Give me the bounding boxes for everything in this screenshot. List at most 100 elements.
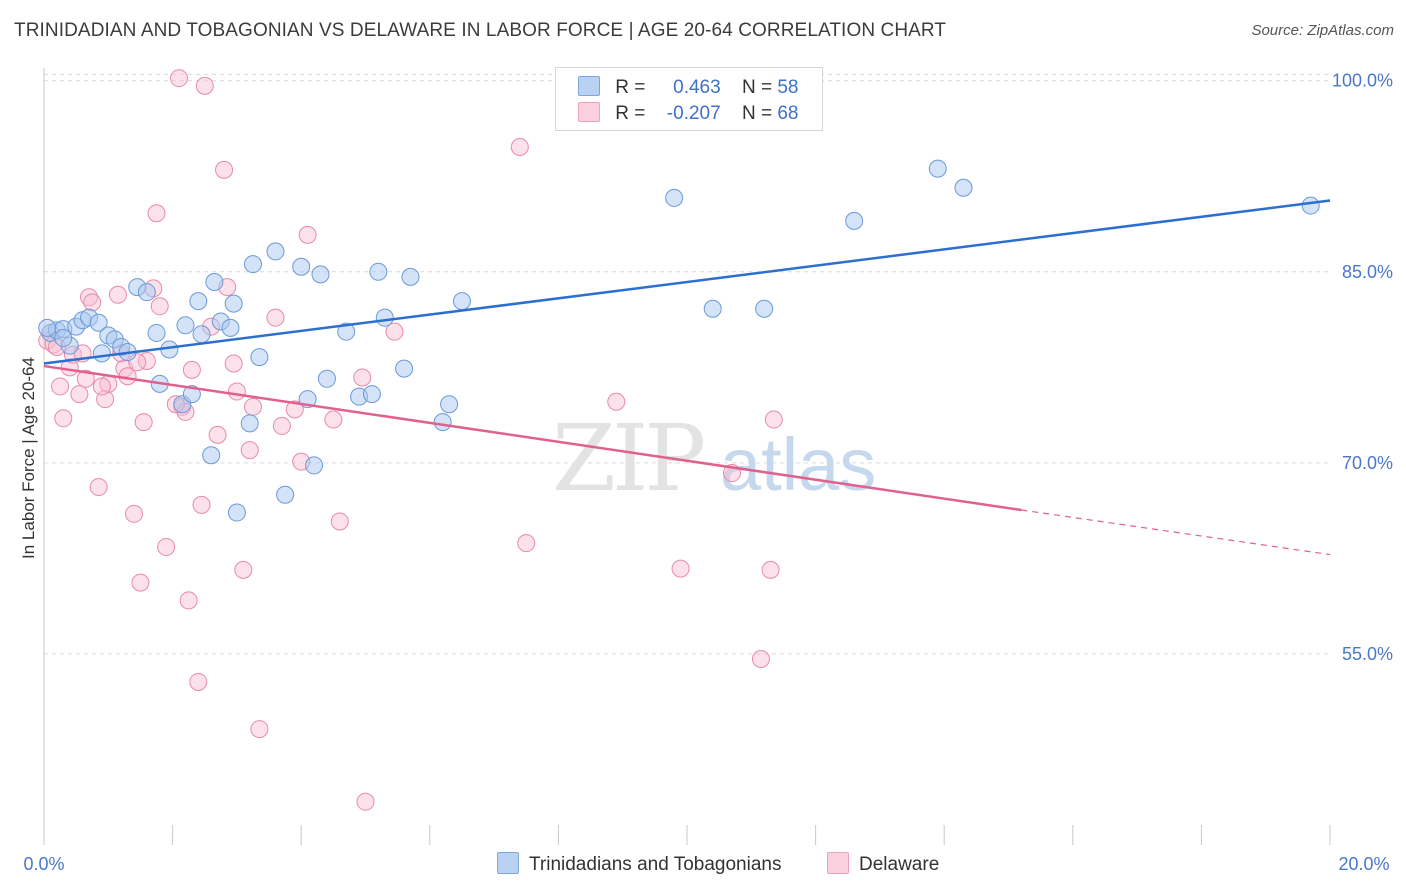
data-point-delaware [83, 293, 102, 312]
data-point-delaware [208, 425, 227, 444]
data-point-delaware [92, 377, 111, 396]
data-point-delaware [157, 537, 176, 556]
x-tick-label: 0.0% [23, 854, 64, 874]
watermark-atlas: atlas [720, 423, 876, 506]
data-point-trinidadians [311, 265, 330, 284]
data-point-delaware [671, 559, 690, 578]
data-point-trinidadians [205, 272, 224, 291]
legend-n-label: N = [741, 103, 773, 124]
data-point-delaware [179, 591, 198, 610]
y-axis-label: In Labor Force | Age 20-64 [19, 357, 38, 559]
data-point-delaware [764, 410, 783, 429]
bottom-legend-swatch-pink [827, 852, 849, 874]
source-label: Source: ZipAtlas.com [1251, 22, 1394, 39]
data-point-trinidadians [54, 329, 73, 348]
data-point-delaware [385, 322, 404, 341]
data-point-delaware [195, 76, 214, 95]
data-point-delaware [51, 377, 70, 396]
data-point-delaware [76, 369, 95, 388]
data-point-delaware [137, 351, 156, 370]
trend-line-trinidadians [43, 199, 1331, 365]
data-point-delaware [80, 288, 99, 307]
data-point-trinidadians [452, 292, 471, 311]
data-point-delaware [224, 354, 243, 373]
data-point-trinidadians [176, 316, 195, 335]
data-point-trinidadians [292, 257, 311, 276]
data-point-delaware [266, 308, 285, 327]
data-point-delaware [150, 297, 169, 316]
data-point-delaware [330, 512, 349, 531]
legend-row-delaware: R = -0.207 N = 68 [578, 102, 798, 124]
legend-n-value: 58 [777, 77, 799, 98]
data-point-trinidadians [276, 485, 295, 504]
legend-swatch-blue [578, 76, 600, 96]
trend-lines [43, 199, 1331, 556]
data-point-delaware [189, 672, 208, 691]
data-point-delaware [125, 504, 144, 523]
y-tick-labels: 55.0% 70.0% 85.0% 100.0% [1332, 71, 1393, 664]
x-tick-labels: 0.0% 20.0% [23, 854, 1389, 874]
data-point-trinidadians [954, 178, 973, 197]
data-point-trinidadians [845, 211, 864, 230]
data-point-trinidadians [221, 318, 240, 337]
data-point-trinidadians [395, 359, 414, 378]
data-point-trinidadians [202, 446, 221, 465]
data-point-trinidadians [92, 344, 111, 363]
data-point-trinidadians [317, 369, 336, 388]
data-point-delaware [192, 495, 211, 514]
data-point-delaware [234, 560, 253, 579]
series-delaware [38, 69, 783, 811]
data-point-trinidadians [1301, 196, 1320, 215]
trend-line-delaware-extension [1021, 509, 1331, 556]
y-tick-label: 70.0% [1342, 453, 1393, 473]
data-point-delaware [250, 720, 269, 739]
data-point-delaware [182, 360, 201, 379]
data-point-delaware [147, 204, 166, 223]
legend: R = 0.463 N = 58 R = -0.207 N = 68 [555, 67, 823, 131]
data-point-trinidadians [337, 322, 356, 341]
bottom-legend-label: Delaware [859, 854, 940, 875]
data-point-trinidadians [928, 159, 947, 178]
data-point-trinidadians [266, 242, 285, 261]
data-point-delaware [243, 397, 262, 416]
legend-n-label: N = [741, 77, 773, 98]
data-point-trinidadians [240, 414, 259, 433]
data-point-delaware [517, 534, 536, 553]
axes [43, 68, 1331, 845]
data-point-trinidadians [362, 385, 381, 404]
data-point-delaware [298, 225, 317, 244]
data-point-trinidadians [703, 299, 722, 318]
data-point-trinidadians [243, 255, 262, 274]
legend-swatch-pink [578, 102, 600, 122]
data-point-trinidadians [250, 348, 269, 367]
data-point-delaware [356, 792, 375, 811]
data-point-trinidadians [369, 262, 388, 281]
data-point-delaware [215, 160, 234, 179]
watermark-zip: ZIP [552, 405, 703, 512]
y-tick-label: 100.0% [1332, 71, 1393, 91]
bottom-legend-label: Trinidadians and Tobagonians [529, 854, 782, 875]
data-point-trinidadians [192, 325, 211, 344]
y-tick-label: 55.0% [1342, 644, 1393, 664]
data-point-delaware [285, 400, 304, 419]
legend-row-trinidadians: R = 0.463 N = 58 [578, 76, 798, 98]
data-point-delaware [324, 410, 343, 429]
data-point-trinidadians [755, 299, 774, 318]
bottom-legend-swatch-blue [497, 852, 519, 874]
data-point-delaware [70, 385, 89, 404]
y-tick-label: 85.0% [1342, 262, 1393, 282]
legend-n-value: 68 [777, 103, 799, 124]
data-point-delaware [89, 478, 108, 497]
data-point-delaware [607, 392, 626, 411]
legend-r-label: R = [615, 103, 646, 124]
data-point-delaware [54, 409, 73, 428]
data-point-delaware [240, 441, 259, 460]
bottom-legend-delaware: Delaware [827, 852, 939, 876]
data-point-delaware [751, 650, 770, 669]
data-point-delaware [134, 413, 153, 432]
legend-r-value: 0.463 [673, 77, 721, 98]
data-point-delaware [170, 69, 189, 88]
data-point-trinidadians [182, 385, 201, 404]
data-point-trinidadians [227, 503, 246, 522]
